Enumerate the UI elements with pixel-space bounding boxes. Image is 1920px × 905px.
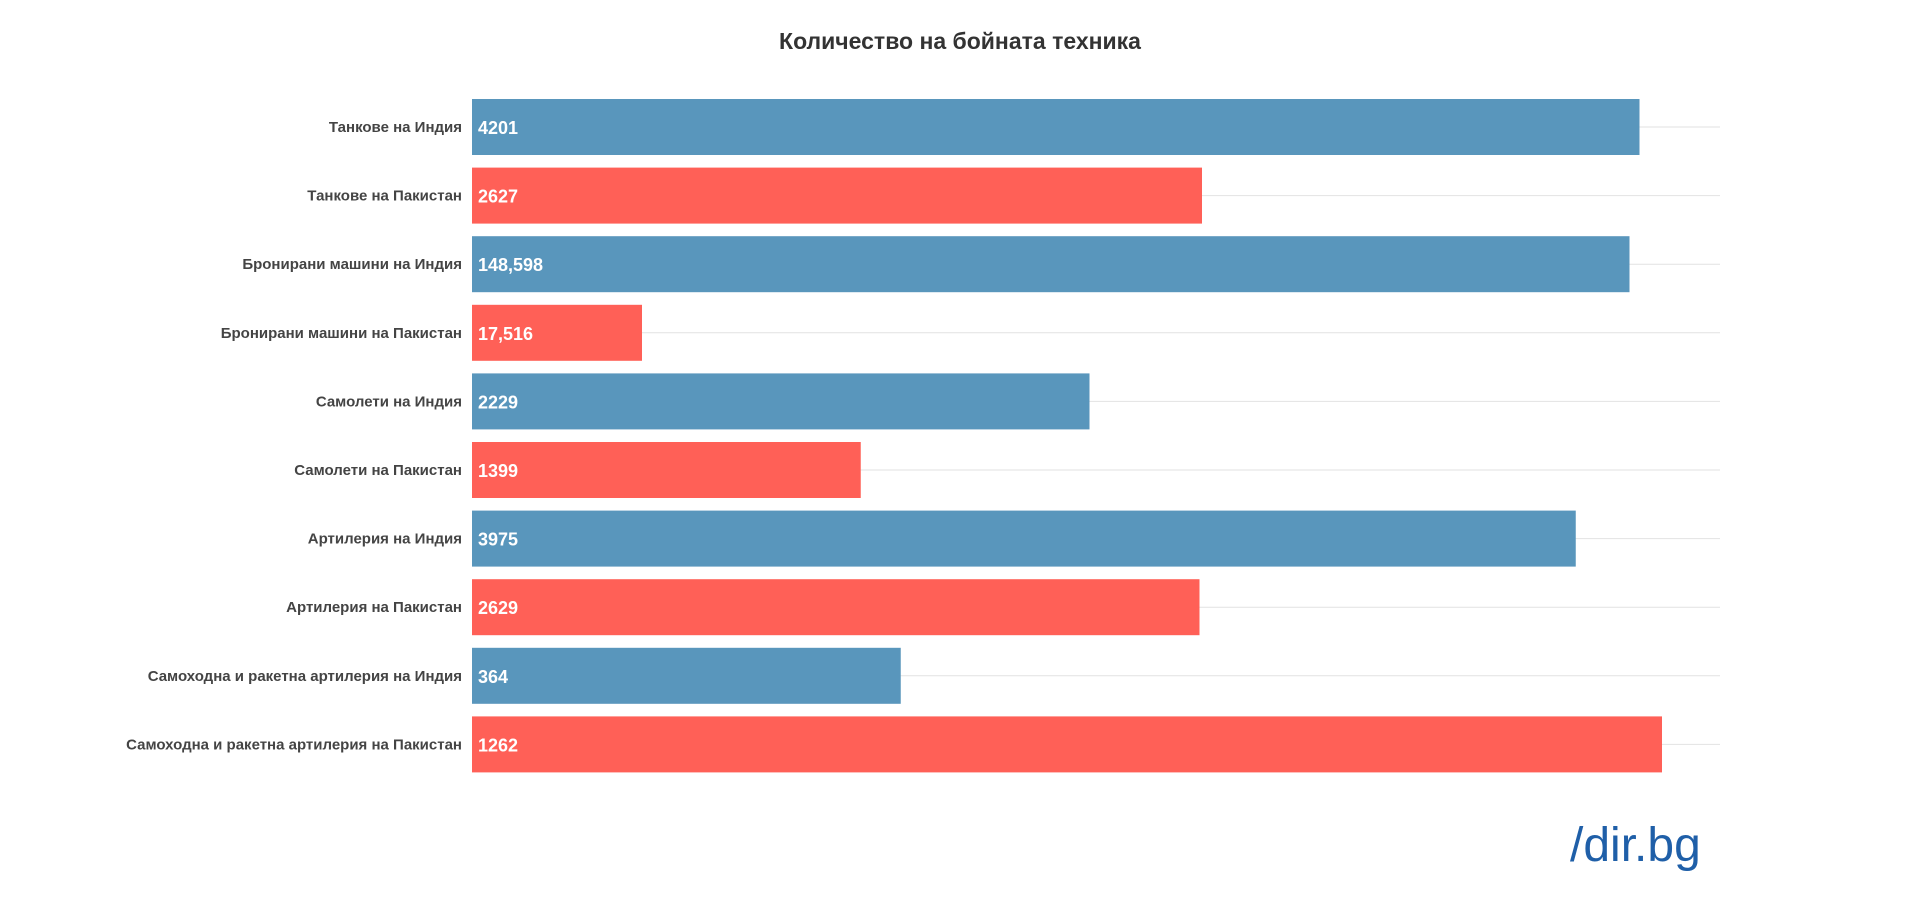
bar[interactable] (472, 442, 861, 498)
category-label: Бронирани машини на Пакистан (221, 325, 462, 342)
bar[interactable] (472, 373, 1090, 430)
category-label: Самоходна и ракетна артилерия на Пакиста… (126, 736, 462, 753)
bar[interactable] (472, 579, 1200, 636)
bars (472, 99, 1662, 773)
value-label: 4201 (478, 118, 518, 138)
value-labels: 4201 2627 148,598 17,516 2229 1399 3975 2629 364… (478, 118, 543, 755)
category-label: Самоходна и ракетна артилерия на Индия (148, 668, 462, 685)
category-label: Танкове на Пакистан (307, 188, 462, 205)
value-label: 1399 (478, 461, 518, 481)
category-label: Танкове на Индия (329, 119, 462, 136)
value-label: 2229 (478, 392, 518, 412)
bar[interactable] (472, 510, 1576, 567)
bar[interactable] (472, 304, 642, 361)
bar[interactable] (472, 236, 1630, 293)
value-label: 364 (478, 667, 508, 687)
category-label: Самолети на Пакистан (294, 462, 462, 479)
dir-bg-logo[interactable]: /dir.bg (1570, 819, 1701, 872)
value-label: 17,516 (478, 324, 533, 344)
category-label: Бронирани машини на Индия (242, 256, 462, 273)
value-label: 2627 (478, 187, 518, 207)
value-label: 3975 (478, 530, 518, 550)
bar[interactable] (472, 716, 1662, 773)
value-label: 1262 (478, 735, 518, 755)
value-label: 2629 (478, 598, 518, 618)
category-labels: Танкове на Индия Танкове на Пакистан Брони… (126, 119, 462, 753)
bar[interactable] (472, 167, 1202, 224)
bar[interactable] (472, 99, 1640, 155)
bar[interactable] (472, 647, 901, 704)
category-label: Самолети на Индия (316, 393, 462, 410)
category-label: Артилерия на Индия (308, 531, 462, 548)
category-label: Артилерия на Пакистан (286, 599, 462, 616)
chart-title: Количество на бойната техника (779, 28, 1141, 54)
value-label: 148,598 (478, 255, 543, 275)
